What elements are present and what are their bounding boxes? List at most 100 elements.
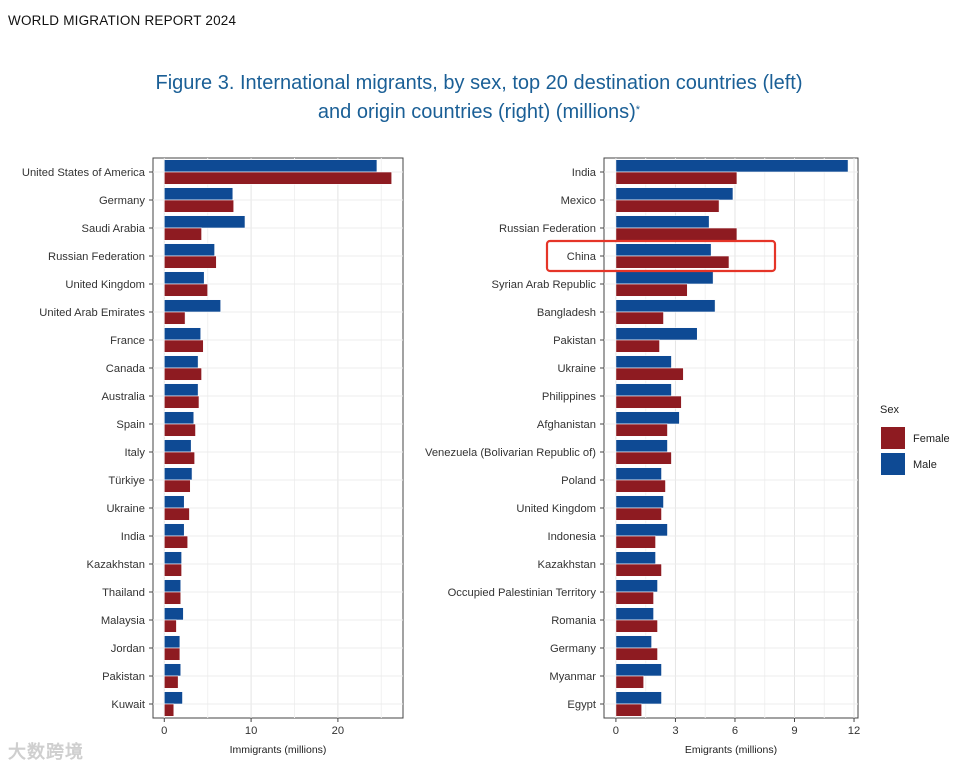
- bar-male-ukraine: [615, 355, 672, 369]
- bar-male-spain: [163, 411, 195, 425]
- bar-male-united-states-of-america: [163, 159, 378, 173]
- bar-female-australia: [163, 395, 200, 409]
- highlight-box: [545, 239, 777, 273]
- plot-area: [152, 157, 404, 719]
- bar-female-united-kingdom: [163, 283, 208, 297]
- bar-male-ukraine: [163, 495, 185, 509]
- category-label-pakistan: Pakistan: [553, 335, 596, 347]
- x-tick-label: 9: [791, 725, 797, 737]
- bar-female-egypt: [615, 703, 643, 717]
- bar-female-pakistan: [163, 675, 179, 689]
- bar-female-germany: [163, 199, 235, 213]
- category-label-poland: Poland: [561, 475, 596, 487]
- figure-title-line2: and origin countries (right) (millions): [317, 101, 636, 123]
- bar-female-canada: [163, 367, 202, 381]
- bar-male-united-kingdom: [615, 495, 664, 509]
- bar-male-poland: [615, 467, 662, 481]
- bar-male-germany: [163, 187, 234, 201]
- report-header: WORLD MIGRATION REPORT 2024: [8, 13, 237, 28]
- bar-male-occupied-palestinian-territory: [615, 579, 658, 593]
- x-tick-label: 0: [613, 725, 619, 737]
- bar-female-ukraine: [163, 507, 190, 521]
- bar-male-italy: [163, 439, 192, 453]
- category-label-venezuela-bolivarian-republic-of: Venezuela (Bolivarian Republic of): [425, 447, 596, 459]
- category-label-united-kingdom: United Kingdom: [65, 279, 145, 291]
- bar-female-mexico: [615, 199, 720, 213]
- bar-female-philippines: [615, 395, 682, 409]
- legend: Sex Female Male: [880, 404, 950, 475]
- category-label-afghanistan: Afghanistan: [537, 419, 596, 431]
- bar-female-united-kingdom: [615, 507, 662, 521]
- category-label-kuwait: Kuwait: [111, 699, 145, 711]
- bar-male-united-arab-emirates: [163, 299, 222, 313]
- bar-female-occupied-palestinian-territory: [615, 591, 654, 605]
- bar-male-australia: [163, 383, 199, 397]
- x-tick-label: 20: [332, 725, 344, 737]
- category-label-india: India: [572, 167, 597, 179]
- bar-female-united-arab-emirates: [163, 311, 186, 325]
- bar-male-egypt: [615, 691, 662, 705]
- figure-title: Figure 3. International migrants, by sex…: [0, 69, 958, 127]
- bar-male-t-rkiye: [163, 467, 193, 481]
- category-label-france: France: [110, 335, 145, 347]
- bar-male-china: [615, 243, 712, 257]
- bar-female-france: [163, 339, 204, 353]
- category-label-italy: Italy: [124, 447, 145, 459]
- bar-male-india: [615, 159, 849, 173]
- category-label-philippines: Philippines: [542, 391, 597, 403]
- bar-female-china: [615, 255, 730, 269]
- figure-title-footnote-mark: *: [635, 104, 641, 116]
- bar-female-indonesia: [615, 535, 656, 549]
- legend-label-female: Female: [913, 433, 950, 445]
- x-tick-label: 10: [245, 725, 257, 737]
- bar-female-india: [163, 535, 189, 549]
- category-label-india: India: [121, 531, 146, 543]
- bar-female-united-states-of-america: [163, 171, 393, 185]
- chart-panel-1: United States of America Germany Saudi Ara…: [22, 157, 404, 756]
- bar-female-myanmar: [615, 675, 644, 689]
- bar-male-kazakhstan: [615, 551, 656, 565]
- figure-title-line1: Figure 3. International migrants, by sex…: [155, 72, 803, 94]
- bar-male-kazakhstan: [163, 551, 182, 565]
- bar-female-ukraine: [615, 367, 684, 381]
- category-label-spain: Spain: [116, 419, 145, 431]
- bar-male-pakistan: [163, 663, 182, 677]
- bar-male-russian-federation: [163, 243, 215, 257]
- bar-male-indonesia: [615, 523, 668, 537]
- bar-male-mexico: [615, 187, 734, 201]
- x-tick-label: 3: [672, 725, 678, 737]
- bar-male-saudi-arabia: [163, 215, 246, 229]
- category-label-syrian-arab-republic: Syrian Arab Republic: [492, 279, 597, 291]
- category-label-mexico: Mexico: [561, 195, 596, 207]
- category-label-china: China: [567, 251, 597, 263]
- bar-female-t-rkiye: [163, 479, 191, 493]
- x-tick-label: 6: [732, 725, 738, 737]
- bar-male-myanmar: [615, 663, 662, 677]
- category-label-australia: Australia: [101, 391, 145, 403]
- category-label-t-rkiye: Türkiye: [108, 475, 145, 487]
- bar-female-syrian-arab-republic: [615, 283, 688, 297]
- chart-panel-2: India Mexico Russian Federation China Syrian…: [425, 157, 860, 756]
- legend-label-male: Male: [913, 459, 937, 471]
- category-label-thailand: Thailand: [102, 587, 145, 599]
- x-tick-label: 0: [161, 725, 167, 737]
- bar-male-bangladesh: [615, 299, 716, 313]
- bar-male-canada: [163, 355, 199, 369]
- category-label-indonesia: Indonesia: [547, 531, 596, 543]
- bar-male-philippines: [615, 383, 672, 397]
- category-label-ukraine: Ukraine: [106, 503, 145, 515]
- bar-male-thailand: [163, 579, 182, 593]
- category-label-germany: Germany: [550, 643, 596, 655]
- bar-female-thailand: [163, 591, 182, 605]
- bar-female-romania: [615, 619, 658, 633]
- legend-title: Sex: [880, 404, 899, 416]
- category-label-canada: Canada: [106, 363, 146, 375]
- bar-female-malaysia: [163, 619, 177, 633]
- watermark: 大数跨境: [8, 742, 84, 762]
- bar-male-syrian-arab-republic: [615, 271, 714, 285]
- bar-male-france: [163, 327, 202, 341]
- category-label-saudi-arabia: Saudi Arabia: [82, 223, 146, 235]
- category-label-occupied-palestinian-territory: Occupied Palestinian Territory: [448, 587, 597, 599]
- bar-female-kazakhstan: [163, 563, 182, 577]
- category-label-united-arab-emirates: United Arab Emirates: [39, 307, 145, 319]
